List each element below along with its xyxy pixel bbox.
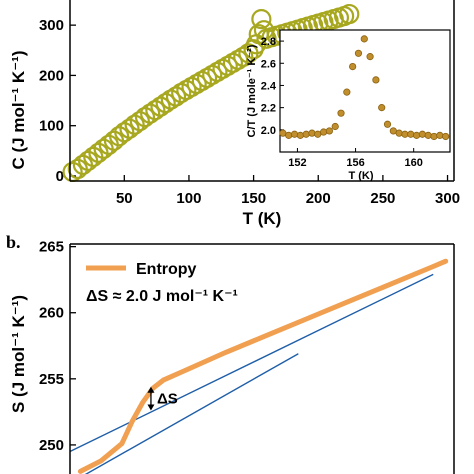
inset-x-tick-label: 152 [288,157,306,169]
panel-a-x-tick-label: 300 [435,190,460,207]
panel-a-data-point [140,103,161,124]
panel-a-data-point [251,9,272,30]
delta-s-value-text: ΔS ≈ 2.0 J mol⁻¹ K⁻¹ [86,288,238,305]
panel-b-y-tick-label: 255 [39,371,64,388]
panel-a-y-tick-label: 200 [39,67,64,84]
panel-a-data-point [233,46,254,67]
inset-x-tick-label: 156 [346,157,364,169]
panel-a-data-point [165,86,187,107]
inset-data-point [308,129,316,137]
inset-data-point [285,131,293,139]
delta-s-arrowhead-top [147,386,155,393]
panel-a-data-point [109,126,130,147]
panel-a-data-point [155,92,176,114]
inset-data-point [319,128,328,136]
inset-y-tick-label: 2.8 [261,36,276,48]
panel-a-data-point [134,107,156,128]
inset-data-point [331,122,339,131]
inset-x-ticks: 152 156 160 [288,148,423,169]
panel-a-data-point [145,100,166,121]
panel-b-legend: Entropy [86,261,197,278]
inset-data-point [372,76,380,84]
inset-y-tick-label: 2.0 [261,125,276,137]
panel-b-label: b. [6,232,21,252]
inset-plot: 2.0 2.2 2.4 2.6 2.8 152 156 160 C/T (J mole⁻¹ … [246,29,451,182]
panel-a-x-tick-label: 250 [370,190,395,207]
panel-a-data-point [339,3,360,25]
inset-y-tick-label: 2.6 [261,58,276,70]
delta-s-arrowhead-bottom [147,404,155,411]
inset-y-ticks: 2.0 2.2 2.4 2.6 2.8 [261,36,284,137]
inset-data-point [395,129,403,137]
panel-a-data-point [119,118,140,139]
inset-data-point [349,62,357,71]
panel-a-xlabel: T (K) [243,209,282,228]
inset-data-point [442,132,450,141]
panel-a-x-tick-label: 50 [116,190,133,207]
inset-data-point [418,130,426,138]
panel-a-ylabel: C (J mol⁻¹ K⁻¹) [9,51,28,170]
inset-xlabel: T (K) [348,170,373,182]
panel-a-data-point [150,96,171,117]
inset-data-point [436,131,444,139]
panel-a-x-tick-label: 200 [306,190,331,207]
panel-a-y-ticks: 0 100 200 300 [39,17,76,185]
inset-data-point [337,109,345,117]
panel-b-y-tick-label: 250 [39,437,64,454]
panel-a-data-point [114,122,135,143]
inset-ylabel: C/T (J mole⁻¹ K⁻²) [246,44,258,137]
panel-b-y-tick-label: 260 [39,305,64,322]
inset-data-point [302,130,310,138]
inset-data-point [343,88,351,96]
inset-data-point [360,35,368,43]
inset-data-point [366,53,374,61]
panel-a-data-point [129,111,150,132]
inset-data-point [290,130,299,138]
panel-b-y-tick-label: 265 [39,239,64,256]
inset-data-point [325,127,334,135]
inset-data-point [424,131,432,139]
panel-a-data-point [124,114,145,135]
inset-data-point [383,120,392,128]
panel-a-x-ticks: 50 100 150 200 250 300 [116,175,460,207]
panel-b: b. S (J mol⁻¹ K⁻¹) 250 255 260 265 ΔS Entro… [6,232,455,474]
inset-data-point [354,49,363,57]
panel-b-y-ticks: 250 255 260 265 [39,239,76,454]
delta-s-annotation: ΔS [147,386,178,411]
inset-y-tick-label: 2.2 [261,103,276,115]
inset-data-points [279,35,450,141]
panel-a-y-tick-label: 100 [39,118,64,135]
inset-x-tick-label: 160 [404,157,422,169]
entropy-series-line [77,258,449,474]
inset-data-point [378,104,386,112]
legend-entropy-label: Entropy [136,261,197,278]
panel-a-y-tick-label: 0 [56,168,64,185]
delta-s-label: ΔS [157,391,178,408]
inset-data-point [407,130,415,138]
inset-y-tick-label: 2.4 [261,80,277,92]
inset-data-point [296,131,304,139]
panel-a-x-tick-label: 150 [241,190,266,207]
inset-data-point [412,131,421,139]
panel-a-x-tick-label: 100 [176,190,201,207]
panel-b-ylabel: S (J mol⁻¹ K⁻¹) [9,295,28,413]
panel-a: C (J mol⁻¹ K⁻¹) 0 100 200 300 50 100 150 200 25… [9,0,460,228]
panel-a-y-tick-label: 300 [39,17,64,34]
panel-b-reference-line [84,353,299,474]
inset-data-point [430,132,438,141]
